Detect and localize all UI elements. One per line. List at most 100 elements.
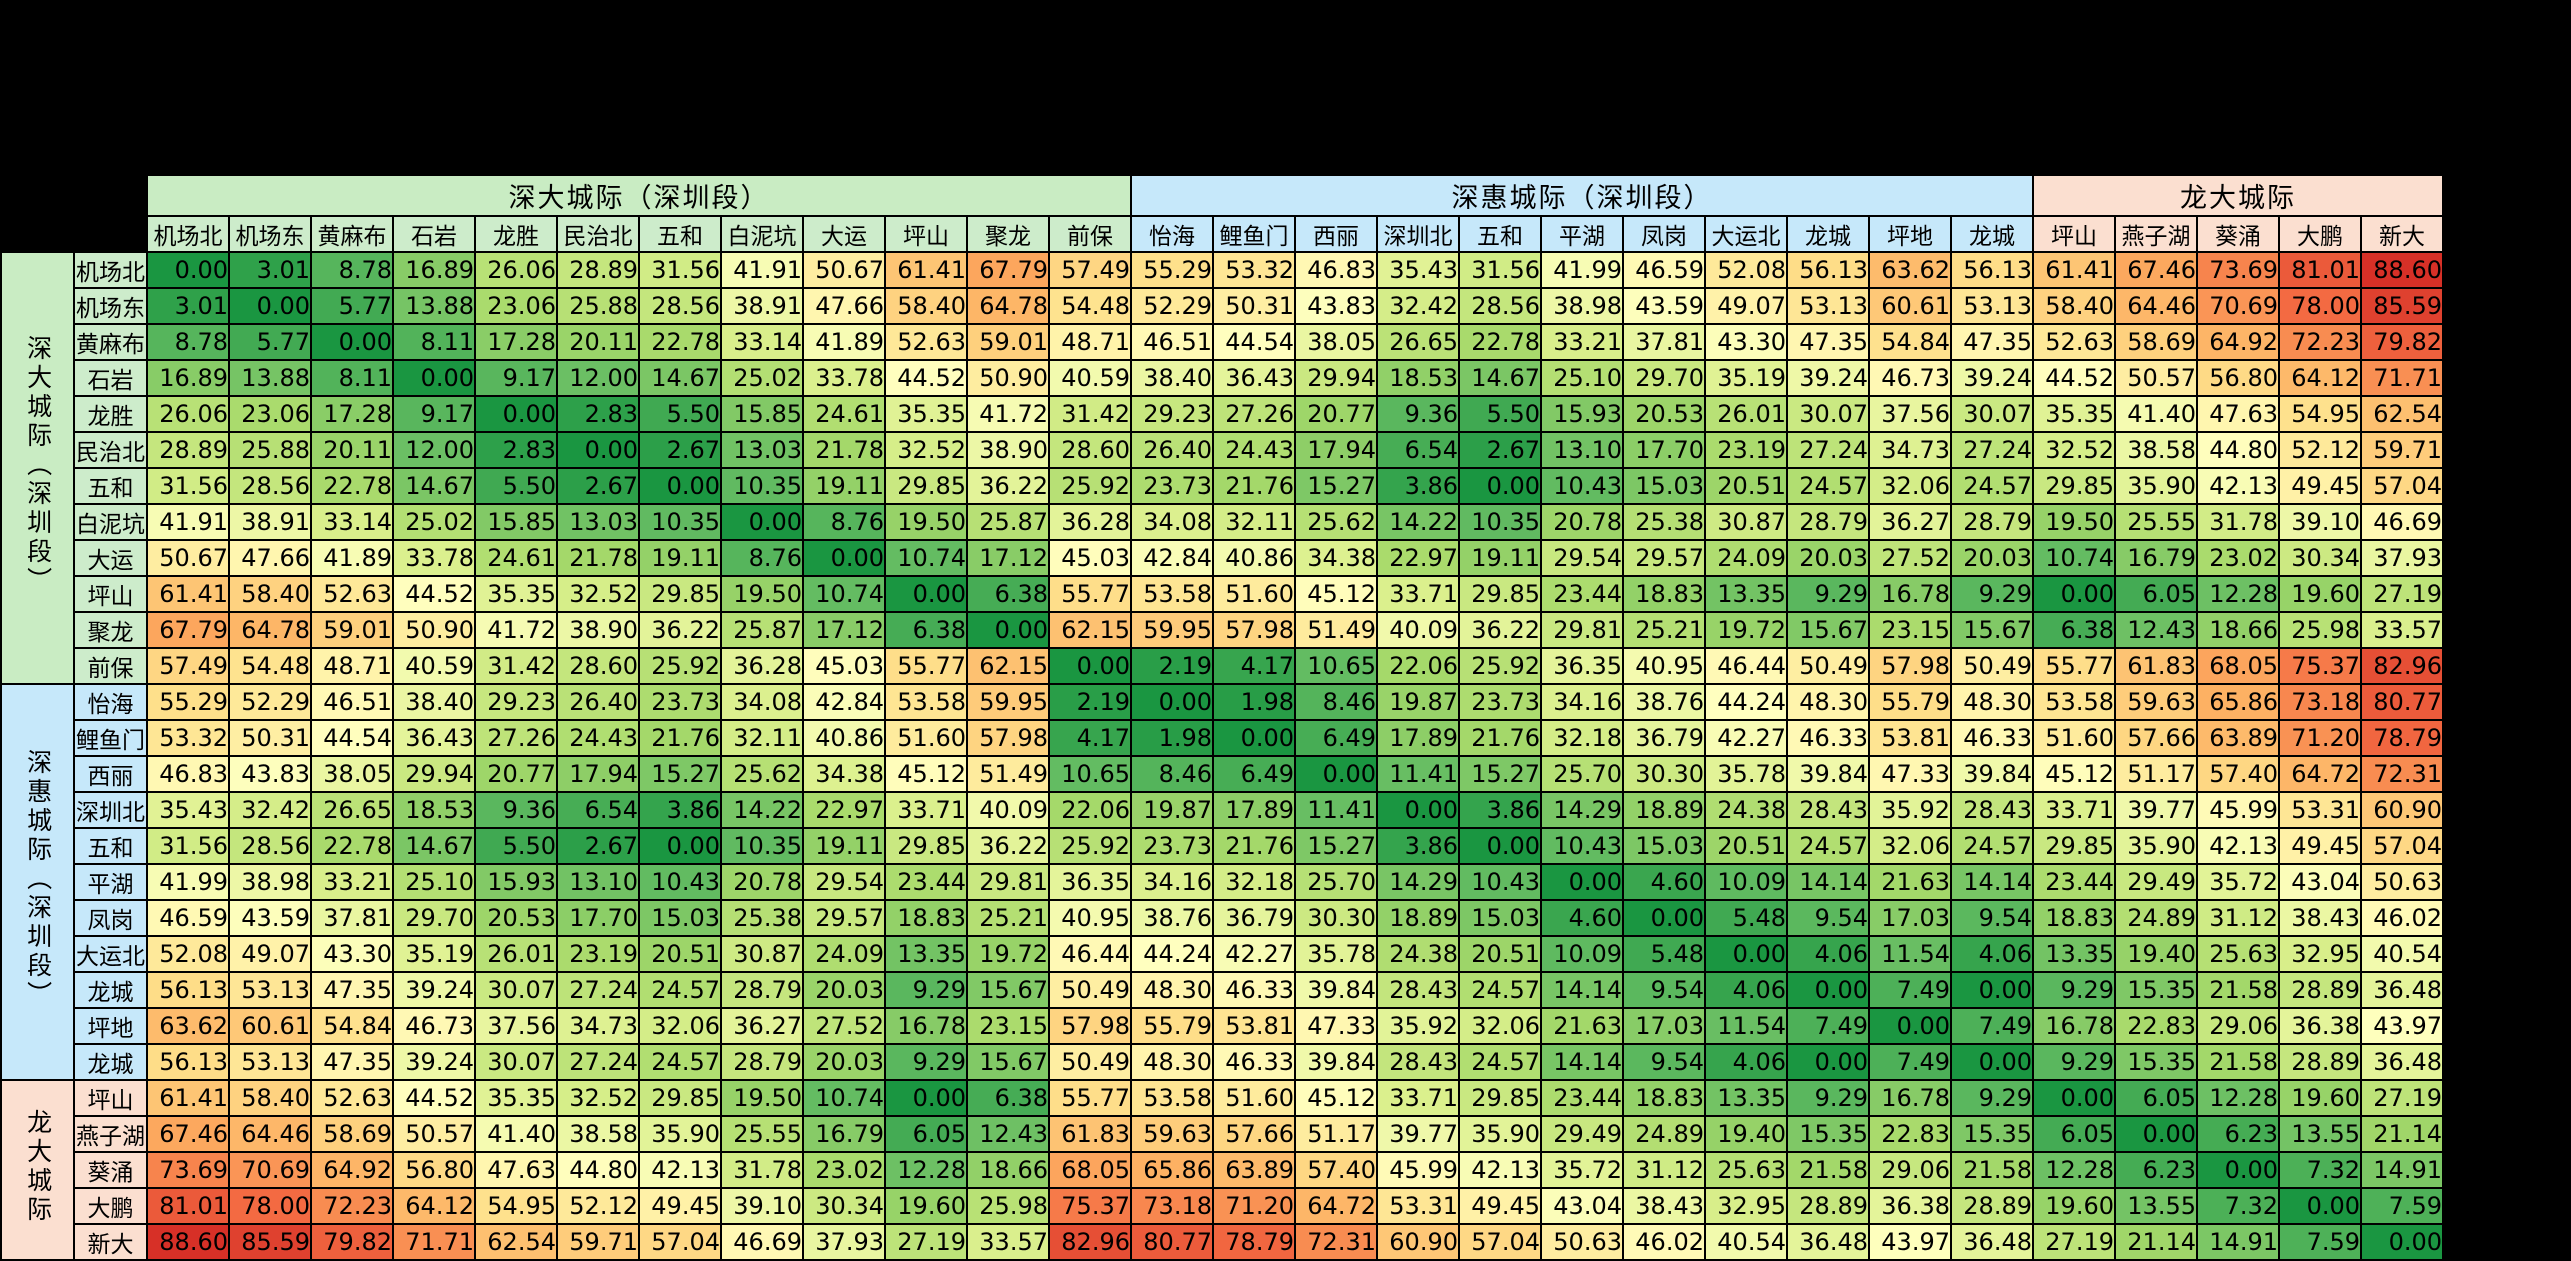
matrix-cell[interactable]: 10.43 [1540,467,1624,505]
matrix-cell[interactable]: 30.34 [802,1187,886,1225]
matrix-cell[interactable]: 28.89 [1950,1187,2034,1225]
matrix-cell[interactable]: 40.09 [966,791,1050,829]
matrix-cell[interactable]: 35.35 [474,1079,558,1117]
matrix-cell[interactable]: 34.73 [556,1007,640,1045]
matrix-cell[interactable]: 46.51 [310,683,394,721]
matrix-cell[interactable]: 6.23 [2196,1115,2280,1153]
matrix-cell[interactable]: 0.00 [2032,1079,2116,1117]
matrix-cell[interactable]: 8.78 [146,323,230,361]
matrix-cell[interactable]: 51.60 [1212,1079,1296,1117]
matrix-cell[interactable]: 33.71 [1376,575,1460,613]
matrix-cell[interactable]: 0.00 [1950,1043,2034,1081]
matrix-cell[interactable]: 21.63 [1868,863,1952,901]
matrix-cell[interactable]: 28.60 [1048,431,1132,469]
matrix-cell[interactable]: 61.83 [1048,1115,1132,1153]
matrix-cell[interactable]: 36.22 [966,467,1050,505]
matrix-cell[interactable]: 28.56 [228,827,312,865]
matrix-cell[interactable]: 29.85 [638,1079,722,1117]
matrix-cell[interactable]: 25.88 [228,431,312,469]
matrix-cell[interactable]: 52.63 [884,323,968,361]
matrix-cell[interactable]: 32.11 [1212,503,1296,541]
matrix-cell[interactable]: 16.89 [146,359,230,397]
matrix-cell[interactable]: 32.95 [1704,1187,1788,1225]
matrix-cell[interactable]: 35.35 [2032,395,2116,433]
matrix-cell[interactable]: 18.89 [1376,899,1460,937]
matrix-cell[interactable]: 15.35 [2114,971,2198,1009]
matrix-cell[interactable]: 3.86 [1376,827,1460,865]
matrix-cell[interactable]: 27.24 [1950,431,2034,469]
matrix-cell[interactable]: 31.12 [1622,1151,1706,1189]
matrix-cell[interactable]: 0.00 [392,359,476,397]
matrix-cell[interactable]: 15.03 [638,899,722,937]
matrix-cell[interactable]: 38.91 [228,503,312,541]
matrix-cell[interactable]: 24.43 [1212,431,1296,469]
matrix-cell[interactable]: 8.78 [310,251,394,289]
matrix-cell[interactable]: 73.18 [2278,683,2362,721]
matrix-cell[interactable]: 9.29 [2032,1043,2116,1081]
matrix-cell[interactable]: 0.00 [1458,827,1542,865]
matrix-cell[interactable]: 31.78 [2196,503,2280,541]
matrix-cell[interactable]: 22.97 [802,791,886,829]
matrix-cell[interactable]: 58.40 [228,1079,312,1117]
matrix-cell[interactable]: 9.17 [392,395,476,433]
row-header-station[interactable]: 前保 [73,647,148,685]
matrix-cell[interactable]: 39.24 [1950,359,2034,397]
matrix-cell[interactable]: 50.63 [2360,863,2444,901]
matrix-cell[interactable]: 45.12 [884,755,968,793]
matrix-cell[interactable]: 33.57 [966,1223,1050,1261]
matrix-cell[interactable]: 28.79 [1786,503,1870,541]
matrix-cell[interactable]: 78.00 [2278,287,2362,325]
matrix-cell[interactable]: 56.13 [146,971,230,1009]
matrix-cell[interactable]: 33.78 [802,359,886,397]
matrix-cell[interactable]: 43.59 [228,899,312,937]
matrix-cell[interactable]: 81.01 [146,1187,230,1225]
matrix-cell[interactable]: 43.83 [1294,287,1378,325]
matrix-cell[interactable]: 40.86 [802,719,886,757]
matrix-cell[interactable]: 61.41 [146,575,230,613]
column-header-station[interactable]: 石岩 [392,215,476,253]
matrix-cell[interactable]: 64.78 [966,287,1050,325]
matrix-cell[interactable]: 61.41 [146,1079,230,1117]
matrix-cell[interactable]: 30.34 [2278,539,2362,577]
row-header-station[interactable]: 五和 [73,467,148,505]
matrix-cell[interactable]: 22.97 [1376,539,1460,577]
matrix-cell[interactable]: 59.63 [2114,683,2198,721]
matrix-cell[interactable]: 14.29 [1540,791,1624,829]
matrix-cell[interactable]: 64.72 [1294,1187,1378,1225]
matrix-cell[interactable]: 25.21 [1622,611,1706,649]
matrix-cell[interactable]: 39.77 [2114,791,2198,829]
matrix-cell[interactable]: 32.06 [1868,827,1952,865]
matrix-cell[interactable]: 25.92 [1048,467,1132,505]
matrix-cell[interactable]: 0.00 [1294,755,1378,793]
matrix-cell[interactable]: 46.33 [1212,1043,1296,1081]
matrix-cell[interactable]: 39.24 [1786,359,1870,397]
matrix-cell[interactable]: 41.40 [474,1115,558,1153]
matrix-cell[interactable]: 47.35 [310,971,394,1009]
matrix-cell[interactable]: 1.98 [1212,683,1296,721]
matrix-cell[interactable]: 35.90 [1458,1115,1542,1153]
matrix-cell[interactable]: 55.77 [1048,575,1132,613]
matrix-cell[interactable]: 78.79 [2360,719,2444,757]
matrix-cell[interactable]: 49.07 [228,935,312,973]
matrix-cell[interactable]: 33.71 [884,791,968,829]
matrix-cell[interactable]: 5.77 [228,323,312,361]
matrix-cell[interactable]: 28.43 [1376,971,1460,1009]
row-header-station[interactable]: 平湖 [73,863,148,901]
matrix-cell[interactable]: 0.00 [1704,935,1788,973]
matrix-cell[interactable]: 47.33 [1868,755,1952,793]
matrix-cell[interactable]: 25.98 [966,1187,1050,1225]
matrix-cell[interactable]: 8.76 [802,503,886,541]
matrix-cell[interactable]: 17.89 [1212,791,1296,829]
matrix-cell[interactable]: 56.13 [1786,251,1870,289]
matrix-cell[interactable]: 21.76 [638,719,722,757]
matrix-cell[interactable]: 49.45 [1458,1187,1542,1225]
matrix-cell[interactable]: 36.22 [638,611,722,649]
matrix-cell[interactable]: 47.33 [1294,1007,1378,1045]
matrix-cell[interactable]: 19.60 [884,1187,968,1225]
row-header-station[interactable]: 石岩 [73,359,148,397]
matrix-cell[interactable]: 7.32 [2196,1187,2280,1225]
matrix-cell[interactable]: 28.56 [228,467,312,505]
matrix-cell[interactable]: 7.32 [2278,1151,2362,1189]
matrix-cell[interactable]: 50.63 [1540,1223,1624,1261]
matrix-cell[interactable]: 24.57 [1458,1043,1542,1081]
